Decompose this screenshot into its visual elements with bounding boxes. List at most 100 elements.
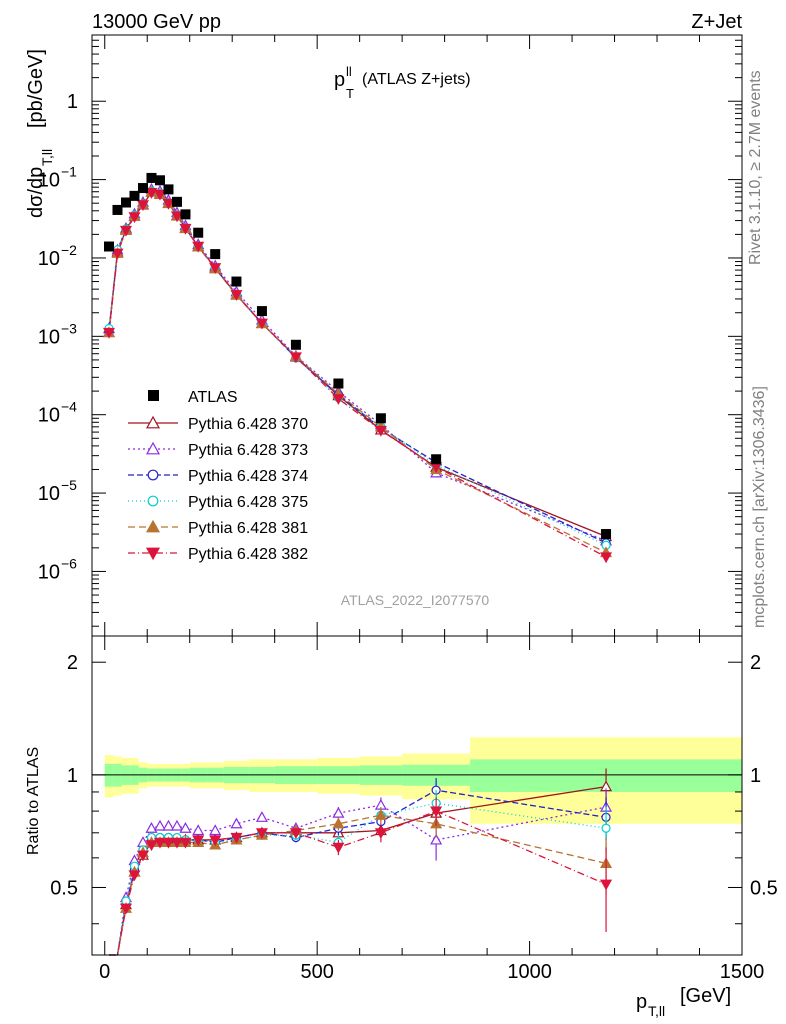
y-label-main-sub: T,ll [39, 149, 55, 166]
y-tick-label-ratio-right: 1 [750, 765, 761, 787]
legend-label: Pythia 6.428 382 [188, 546, 308, 563]
series-marker-ratio [145, 840, 158, 852]
series-marker-ratio [209, 835, 222, 847]
atlas-data-point [431, 454, 442, 465]
series-marker-main [600, 552, 613, 564]
series-marker-ratio [179, 837, 192, 849]
x-label-sub: T,ll [648, 1003, 665, 1019]
series-line-main [108, 190, 607, 544]
y-tick-label-ratio: 0.5 [50, 877, 78, 899]
x-axis-label: p T,ll [GeV] [636, 985, 731, 1019]
y-label-main-text: dσ/dp [25, 167, 47, 218]
series-marker-main [209, 263, 222, 274]
legend-marker-atlas [148, 390, 159, 401]
atlas-data-point [256, 306, 267, 317]
series-marker-main [162, 198, 175, 210]
series-marker-ratio [162, 837, 175, 849]
series-marker-ratio [332, 806, 345, 818]
atlas-data-point [120, 197, 131, 208]
series-marker-ratio [153, 837, 166, 849]
legend-marker [145, 415, 161, 429]
series-marker-main [153, 189, 166, 201]
y-label-main-unit: [pb/GeV] [25, 49, 47, 128]
y-tick-label-main: 10 [38, 326, 60, 348]
ratio-uncertainty-band [92, 737, 742, 824]
series-marker-main [179, 223, 192, 235]
legend-marker [147, 495, 159, 507]
panel-title-rest: (ATLAS Z+jets) [362, 71, 471, 88]
series-line-main [108, 191, 607, 554]
y-tick-label-main: 10 [38, 483, 60, 505]
series-marker-ratio [192, 824, 205, 836]
y-tick-label-main: 10 [38, 170, 60, 192]
legend-label: Pythia 6.428 374 [188, 468, 308, 485]
series-marker-main [136, 200, 150, 212]
series-marker-ratio [332, 842, 345, 854]
series-marker-ratio [136, 850, 150, 862]
atlas-data-point [601, 529, 612, 540]
x-label-p: p [636, 991, 647, 1013]
series-marker-ratio [255, 828, 268, 840]
y-tick-label-main: 10 [38, 405, 60, 427]
series-marker-ratio [153, 819, 166, 831]
series-marker-ratio [230, 832, 243, 844]
x-tick-label: 1000 [507, 961, 552, 983]
series-marker-ratio [170, 837, 183, 849]
y-tick-label-main: 10 [38, 248, 60, 270]
atlas-data-point [180, 209, 191, 220]
legend-marker [147, 469, 159, 481]
series-marker-ratio [374, 808, 387, 820]
series-line-main [108, 190, 607, 546]
series-marker-main [374, 425, 387, 437]
x-tick-label: 0 [99, 961, 110, 983]
y-tick-label-main-exp: −1 [61, 164, 77, 180]
series-markers [102, 172, 613, 933]
y-axis-label-ratio: Ratio to ATLAS [25, 747, 42, 855]
atlas-data-point [193, 227, 204, 238]
ratio-panel-frame [91, 635, 743, 956]
series-marker-main [111, 248, 124, 260]
legend-label: Pythia 6.428 381 [188, 520, 308, 537]
series-marker-main [289, 352, 302, 364]
panel-title-sup: ll [346, 64, 352, 79]
series-marker-ratio [289, 828, 302, 840]
y-tick-label-main: 1 [67, 91, 78, 113]
analysis-id: ATLAS_2022_I2077570 [341, 592, 490, 608]
series-marker-ratio [230, 817, 243, 829]
y-tick-label-main-exp: −5 [61, 477, 77, 493]
side-mcplots: mcplots.cern.ch [arXiv:1306.3436] [751, 386, 768, 628]
legend: ATLAS Pythia 6.428 370 Pythia 6.428 373 Pyt… [128, 389, 308, 563]
atlas-data-point [333, 378, 344, 389]
series-line-main [108, 191, 607, 538]
x-tick-label: 1500 [720, 961, 765, 983]
legend-label: Pythia 6.428 375 [188, 494, 308, 511]
series-marker-main [145, 187, 158, 199]
legend-marker [145, 441, 161, 455]
side-rivet: Rivet 3.1.10, ≥ 2.7M events [747, 70, 764, 265]
legend-marker [145, 519, 161, 533]
series-marker-main [255, 318, 268, 330]
series-marker-ratio [430, 833, 443, 845]
x-label-unit: [GeV] [680, 985, 731, 1007]
series-marker-ratio [192, 835, 205, 847]
y-tick-label-main-exp: −2 [61, 242, 77, 258]
series-marker-main [128, 212, 141, 224]
atlas-data-point [112, 204, 123, 215]
x-tick-label: 500 [300, 961, 333, 983]
series-marker-ratio [209, 824, 222, 836]
series-marker-ratio [119, 903, 133, 915]
series-marker-main [170, 211, 183, 223]
header-left: 13000 GeV pp [92, 11, 221, 33]
header-right: Z+Jet [691, 11, 742, 33]
legend-label: Pythia 6.428 373 [188, 442, 308, 459]
series-marker-ratio [332, 817, 345, 829]
panel-title: p ll T (ATLAS Z+jets) [334, 64, 471, 101]
legend-marker [145, 547, 161, 561]
axes-frames [91, 34, 743, 956]
y-tick-label-main: 10 [38, 561, 60, 583]
atlas-data-point [129, 190, 140, 201]
series-marker-main [102, 327, 116, 339]
y-tick-label-main-exp: −3 [61, 320, 77, 336]
series-marker-ratio [145, 821, 158, 833]
